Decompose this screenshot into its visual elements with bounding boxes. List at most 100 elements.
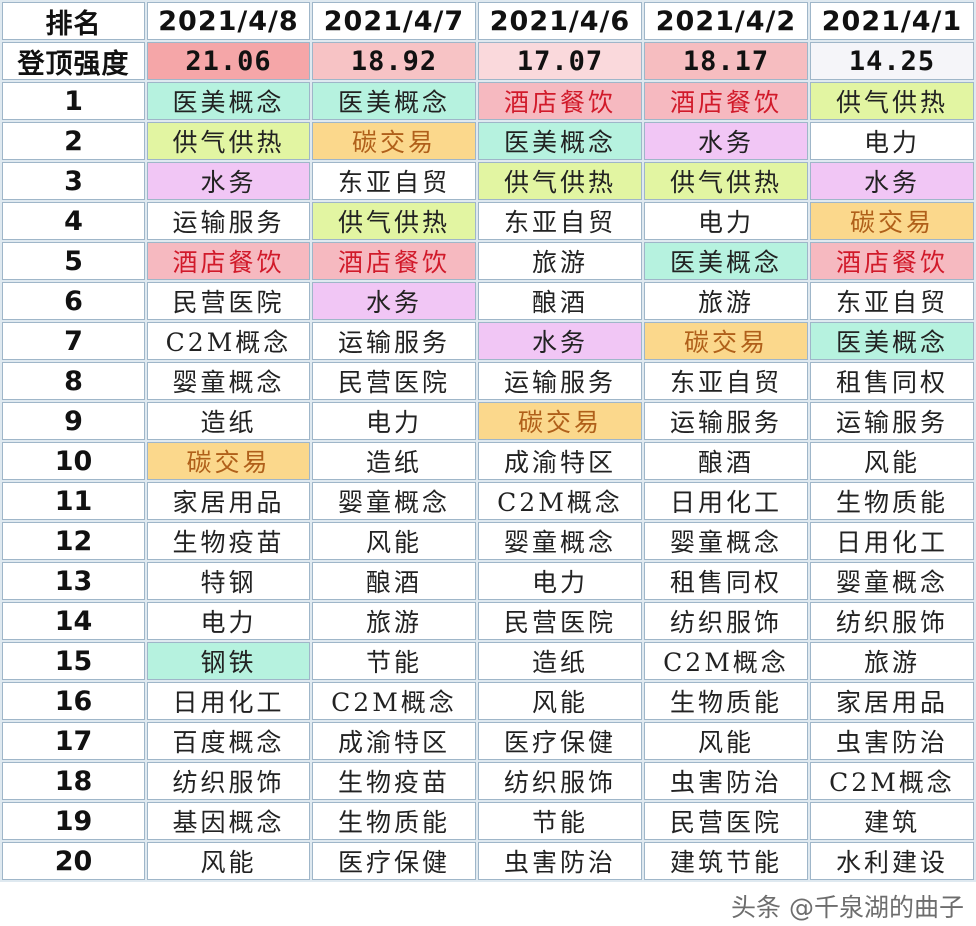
sector-cell: 水利建设 [810,842,974,880]
sector-cell: 日用化工 [147,682,310,720]
header-date: 2021/4/7 [312,2,476,40]
sector-cell: 百度概念 [147,722,310,760]
sector-cell: 电力 [644,202,808,240]
sector-cell: 建筑 [810,802,974,840]
intensity-value: 14.25 [810,42,974,80]
sector-cell: C2M概念 [312,682,476,720]
sector-cell: 酿酒 [478,282,642,320]
sector-cell: 医美概念 [810,322,974,360]
rank-number: 9 [2,402,145,440]
sector-cell: 虫害防治 [478,842,642,880]
sector-cell: 风能 [810,442,974,480]
sector-cell: 东亚自贸 [810,282,974,320]
sector-cell: 电力 [478,562,642,600]
header-date: 2021/4/1 [810,2,974,40]
sector-cell: 民营医院 [644,802,808,840]
sector-cell: 酒店餐饮 [312,242,476,280]
sector-cell: 电力 [147,602,310,640]
rank-number: 3 [2,162,145,200]
sector-cell: 节能 [478,802,642,840]
rank-number: 11 [2,482,145,520]
sector-cell: 风能 [312,522,476,560]
sector-cell: 碳交易 [478,402,642,440]
rank-number: 19 [2,802,145,840]
sector-cell: 造纸 [147,402,310,440]
sector-cell: 旅游 [478,242,642,280]
sector-cell: 旅游 [312,602,476,640]
sector-cell: 医美概念 [478,122,642,160]
sector-cell: 医美概念 [312,82,476,120]
sector-cell: 医疗保健 [312,842,476,880]
sector-cell: 家居用品 [147,482,310,520]
ranking-table: 排名 2021/4/8 2021/4/7 2021/4/6 2021/4/2 2021/4… [0,0,976,882]
sector-cell: 东亚自贸 [312,162,476,200]
watermark: 头条 @千泉湖的曲子 [731,893,964,922]
rank-number: 6 [2,282,145,320]
sector-cell: 婴童概念 [312,482,476,520]
sector-cell: C2M概念 [478,482,642,520]
sector-cell: 医疗保健 [478,722,642,760]
sector-cell: 风能 [147,842,310,880]
sector-cell: C2M概念 [644,642,808,680]
sector-cell: 运输服务 [312,322,476,360]
sector-cell: 供气供热 [147,122,310,160]
sector-cell: 酿酒 [312,562,476,600]
sector-cell: 成渝特区 [312,722,476,760]
rank-number: 5 [2,242,145,280]
sector-cell: 生物疫苗 [312,762,476,800]
sector-cell: 婴童概念 [810,562,974,600]
sector-cell: 酒店餐饮 [810,242,974,280]
sector-cell: 特钢 [147,562,310,600]
sector-cell: 日用化工 [810,522,974,560]
sector-cell: 东亚自贸 [478,202,642,240]
rank-number: 17 [2,722,145,760]
rank-number: 2 [2,122,145,160]
intensity-value: 18.92 [312,42,476,80]
sector-cell: 租售同权 [644,562,808,600]
sector-cell: 婴童概念 [147,362,310,400]
sector-cell: 生物质能 [644,682,808,720]
sector-cell: 碳交易 [644,322,808,360]
sector-cell: 纺织服饰 [810,602,974,640]
sector-cell: 钢铁 [147,642,310,680]
sector-cell: 造纸 [312,442,476,480]
sector-cell: 造纸 [478,642,642,680]
rank-number: 14 [2,602,145,640]
sector-cell: 基因概念 [147,802,310,840]
sector-cell: C2M概念 [810,762,974,800]
sector-cell: 运输服务 [478,362,642,400]
sector-cell: 供气供热 [312,202,476,240]
sector-cell: 节能 [312,642,476,680]
sector-cell: 水务 [312,282,476,320]
rank-number: 10 [2,442,145,480]
sector-cell: 纺织服饰 [478,762,642,800]
sector-cell: 碳交易 [810,202,974,240]
sector-cell: 酒店餐饮 [147,242,310,280]
rank-number: 7 [2,322,145,360]
sector-cell: 供气供热 [644,162,808,200]
sector-cell: 家居用品 [810,682,974,720]
rank-number: 15 [2,642,145,680]
rank-number: 12 [2,522,145,560]
rank-number: 20 [2,842,145,880]
sector-cell: 旅游 [644,282,808,320]
sector-cell: 民营医院 [147,282,310,320]
sector-cell: 风能 [644,722,808,760]
sector-cell: 电力 [810,122,974,160]
sector-cell: 电力 [312,402,476,440]
sector-cell: 旅游 [810,642,974,680]
sector-cell: 酿酒 [644,442,808,480]
sector-cell: 运输服务 [644,402,808,440]
sector-cell: 碳交易 [147,442,310,480]
header-date: 2021/4/8 [147,2,310,40]
sector-cell: 日用化工 [644,482,808,520]
rank-number: 18 [2,762,145,800]
rank-number: 1 [2,82,145,120]
sector-cell: 生物疫苗 [147,522,310,560]
sector-cell: 医美概念 [644,242,808,280]
sector-cell: 风能 [478,682,642,720]
rank-number: 16 [2,682,145,720]
sector-cell: 东亚自贸 [644,362,808,400]
sector-cell: 租售同权 [810,362,974,400]
sector-cell: 医美概念 [147,82,310,120]
